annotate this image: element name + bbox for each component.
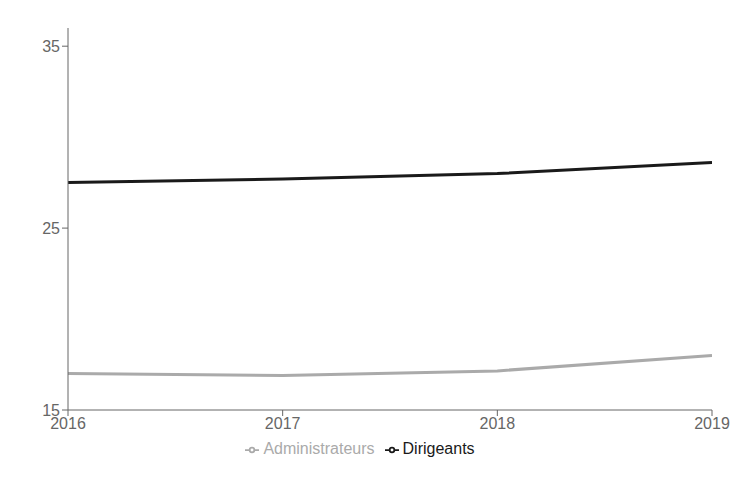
svg-text:2017: 2017 (265, 415, 301, 432)
svg-text:2016: 2016 (50, 415, 86, 433)
html-text:Dirigeants: Dirigeants (402, 440, 475, 457)
svg-text:2019: 2019 (694, 415, 730, 432)
svg-text:25: 25 (42, 220, 60, 237)
html-text:Administrateurs: Administrateurs (263, 440, 375, 457)
svg-text:35: 35 (42, 38, 60, 55)
svg-text:2018: 2018 (480, 415, 516, 432)
svg-text:15: 15 (42, 402, 60, 419)
